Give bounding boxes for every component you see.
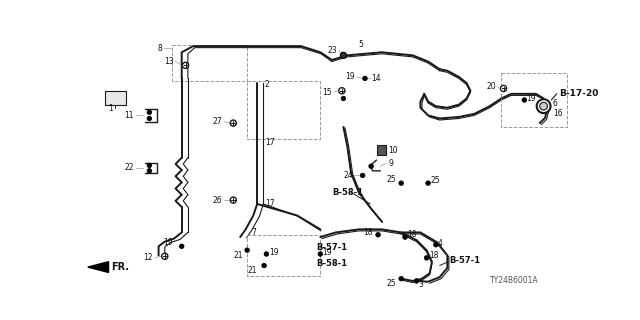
Text: 19: 19 xyxy=(346,72,355,81)
Text: FR.: FR. xyxy=(111,262,129,272)
Text: 10: 10 xyxy=(388,146,397,155)
Circle shape xyxy=(360,173,365,178)
Text: 27: 27 xyxy=(213,117,223,126)
Text: 19: 19 xyxy=(527,94,536,103)
Text: 25: 25 xyxy=(431,176,440,185)
Text: 22: 22 xyxy=(124,163,134,172)
Circle shape xyxy=(341,96,346,101)
Circle shape xyxy=(340,52,346,59)
Text: B-58-1: B-58-1 xyxy=(316,259,348,268)
Text: 21: 21 xyxy=(248,267,257,276)
Circle shape xyxy=(147,169,152,173)
Circle shape xyxy=(339,88,345,94)
Circle shape xyxy=(147,163,152,168)
Text: 23: 23 xyxy=(328,46,337,55)
Circle shape xyxy=(162,253,168,260)
Circle shape xyxy=(537,99,550,113)
Text: 6: 6 xyxy=(553,99,557,108)
Circle shape xyxy=(230,197,236,203)
Text: 13: 13 xyxy=(164,57,174,66)
Circle shape xyxy=(399,276,403,281)
Circle shape xyxy=(245,248,250,252)
Text: B-57-1: B-57-1 xyxy=(316,243,348,252)
Circle shape xyxy=(403,235,407,239)
Text: 25: 25 xyxy=(386,175,396,184)
Text: 19: 19 xyxy=(163,238,172,247)
Circle shape xyxy=(230,120,236,126)
Text: 7: 7 xyxy=(251,228,256,237)
Circle shape xyxy=(182,62,189,68)
Bar xyxy=(105,91,126,105)
Text: TY24B6001A: TY24B6001A xyxy=(490,276,538,285)
Text: 26: 26 xyxy=(213,196,223,204)
Text: B-58-1: B-58-1 xyxy=(332,188,363,197)
Text: 20: 20 xyxy=(486,82,496,91)
Text: 14: 14 xyxy=(371,74,381,83)
Circle shape xyxy=(522,98,527,102)
Circle shape xyxy=(399,181,403,186)
Circle shape xyxy=(179,244,184,249)
Circle shape xyxy=(414,279,419,283)
Text: 11: 11 xyxy=(124,111,134,120)
Text: 8: 8 xyxy=(157,44,163,53)
Text: 12: 12 xyxy=(143,253,152,262)
Circle shape xyxy=(433,243,438,247)
Text: B-57-1: B-57-1 xyxy=(450,256,481,265)
Text: 2: 2 xyxy=(265,80,269,89)
Circle shape xyxy=(264,252,269,256)
Text: 15: 15 xyxy=(322,88,332,97)
Text: 21: 21 xyxy=(234,251,243,260)
Circle shape xyxy=(363,76,367,81)
Bar xyxy=(376,145,386,156)
Text: 19: 19 xyxy=(269,248,278,257)
Text: 18: 18 xyxy=(429,251,438,260)
Text: B-17-20: B-17-20 xyxy=(559,89,598,98)
Text: 18: 18 xyxy=(407,230,417,239)
Text: 18: 18 xyxy=(363,228,372,237)
Circle shape xyxy=(500,85,507,92)
Text: 25: 25 xyxy=(386,279,396,288)
Circle shape xyxy=(424,256,429,260)
Text: 3: 3 xyxy=(418,280,423,289)
Circle shape xyxy=(426,181,431,186)
Circle shape xyxy=(369,164,373,169)
Circle shape xyxy=(540,102,547,110)
Text: 5: 5 xyxy=(359,40,364,49)
Circle shape xyxy=(318,252,323,256)
Circle shape xyxy=(262,263,266,268)
Text: 19: 19 xyxy=(323,248,332,257)
Text: 24: 24 xyxy=(343,171,353,180)
Circle shape xyxy=(147,116,152,121)
Text: 1: 1 xyxy=(109,104,113,113)
Text: 9: 9 xyxy=(388,159,393,168)
Polygon shape xyxy=(88,262,109,273)
Circle shape xyxy=(376,232,380,237)
Circle shape xyxy=(147,110,152,115)
Text: 4: 4 xyxy=(438,239,443,248)
Text: 16: 16 xyxy=(553,108,563,117)
Text: 17: 17 xyxy=(265,138,275,147)
Text: 17: 17 xyxy=(265,199,275,208)
